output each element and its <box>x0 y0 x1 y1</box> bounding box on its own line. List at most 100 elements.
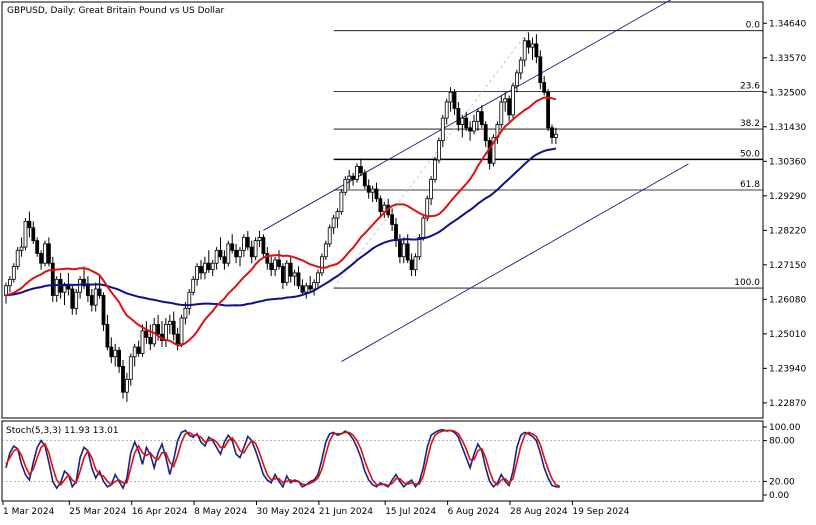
bear-candle <box>483 124 488 142</box>
fib-level-label: 0.0 <box>746 21 761 31</box>
fib-level-label: 38.2 <box>740 119 760 129</box>
time-axis[interactable]: 1 Mar 2024 25 Mar 2024 16 Apr 2024 8 May 20… <box>2 501 630 517</box>
fib-level-label: 61.8 <box>740 180 760 190</box>
bull-candle <box>417 237 422 258</box>
time-tick-label: 6 Aug 2024 <box>448 507 500 517</box>
bull-candle <box>355 166 359 180</box>
bull-candle <box>226 243 231 264</box>
bull-candle <box>202 262 207 274</box>
price-tick-label: 1.31430 <box>769 123 806 133</box>
fibonacci-retracement[interactable]: 0.0 23.6 38.2 50.0 61.8 100.0 <box>333 21 763 289</box>
bear-candle <box>27 220 32 229</box>
bull-candle <box>335 211 340 219</box>
bull-candle <box>183 307 188 319</box>
fib-level-label: 23.6 <box>740 82 760 92</box>
bear-candle <box>277 259 281 267</box>
price-tick-label: 1.32500 <box>769 88 806 98</box>
bear-candle <box>362 172 367 187</box>
bear-candle <box>35 240 40 254</box>
bear-candle <box>222 256 227 264</box>
bear-candle <box>234 249 239 258</box>
bear-candle <box>405 243 410 261</box>
bull-candle <box>316 272 320 283</box>
bull-candle <box>43 243 47 264</box>
bear-candle <box>390 214 395 225</box>
bull-candle <box>460 117 465 125</box>
bear-candle <box>308 285 313 290</box>
bear-candle <box>288 262 293 277</box>
stochastic-tick-label: 0.00 <box>769 491 789 501</box>
bull-candle <box>125 378 129 393</box>
bear-candle <box>156 324 161 335</box>
bull-candle <box>312 282 317 290</box>
bull-candle <box>273 259 278 271</box>
price-pane[interactable]: 0.0 23.6 38.2 50.0 61.8 100.0 GBPUSD, Daily: … <box>1 0 764 419</box>
bear-candle <box>300 285 305 293</box>
bear-candle <box>542 82 547 93</box>
bull-candle <box>191 278 196 293</box>
fib-level-label: 100.0 <box>734 278 760 288</box>
time-tick-label: 15 Jul 2024 <box>385 507 436 517</box>
bear-candle <box>456 108 461 125</box>
bull-candle <box>444 101 449 119</box>
chart-title: GBPUSD, Daily: Great Britain Pound vs US… <box>7 6 225 16</box>
bull-candle <box>54 278 59 296</box>
bull-candle <box>323 243 328 258</box>
bear-candle <box>366 185 371 193</box>
bear-candle <box>265 253 270 264</box>
bear-candle <box>171 320 176 335</box>
bull-candle <box>413 256 418 271</box>
bull-candle <box>433 159 437 180</box>
bear-candle <box>351 175 356 180</box>
bull-candle <box>214 249 219 264</box>
bear-candle <box>148 336 153 345</box>
bull-candle <box>347 175 352 180</box>
price-tick-label: 1.28220 <box>769 226 806 236</box>
bear-candle <box>452 91 457 109</box>
price-tick-label: 1.23940 <box>769 364 806 374</box>
bull-candle <box>436 140 441 161</box>
bear-candle <box>144 330 149 338</box>
stochastic-pane[interactable]: Stoch(5,3,3) 11.93 13.01 <box>1 420 764 502</box>
price-tick-label: 1.33570 <box>769 54 806 64</box>
stochastic-tick-label: 80.00 <box>769 437 795 447</box>
bear-candle <box>479 111 484 125</box>
trend-channel[interactable] <box>263 0 689 362</box>
price-axis[interactable]: 1.34640 1.33570 1.32500 1.31430 1.30360 1.292… <box>763 19 806 409</box>
bull-candle <box>241 237 246 251</box>
bull-candle <box>401 243 406 258</box>
bear-candle <box>245 237 250 248</box>
bull-candle <box>292 272 297 277</box>
bear-candle <box>206 262 211 271</box>
bull-candle <box>327 227 332 245</box>
bull-candle <box>11 266 16 280</box>
bear-candle <box>378 198 383 213</box>
time-tick-label: 19 Sep 2024 <box>572 507 629 517</box>
bull-candle <box>319 256 324 274</box>
bull-candle <box>187 291 192 309</box>
bear-candle <box>261 237 266 254</box>
bull-candle <box>304 285 309 293</box>
bear-candle <box>358 166 363 174</box>
bear-candle <box>39 253 43 264</box>
bull-candle <box>499 101 504 125</box>
bear-candle <box>550 127 554 138</box>
bull-candle <box>448 91 453 103</box>
bull-candle <box>23 220 28 248</box>
stochastic-axis[interactable]: 100.00 80.00 20.00 0.00 <box>763 423 801 501</box>
bull-candle <box>15 249 20 267</box>
bull-candle <box>339 191 344 213</box>
bear-candle <box>50 262 55 296</box>
bear-candle <box>47 243 51 264</box>
bull-candle <box>554 133 558 138</box>
bear-candle <box>117 349 121 367</box>
bull-candle <box>491 137 496 164</box>
bull-candle <box>210 262 215 271</box>
bear-candle <box>86 285 90 296</box>
bear-candle <box>538 56 543 84</box>
bear-candle <box>101 295 106 325</box>
price-tick-label: 1.34640 <box>769 19 806 29</box>
time-tick-label: 28 Aug 2024 <box>510 507 568 517</box>
bull-candle <box>518 59 523 74</box>
